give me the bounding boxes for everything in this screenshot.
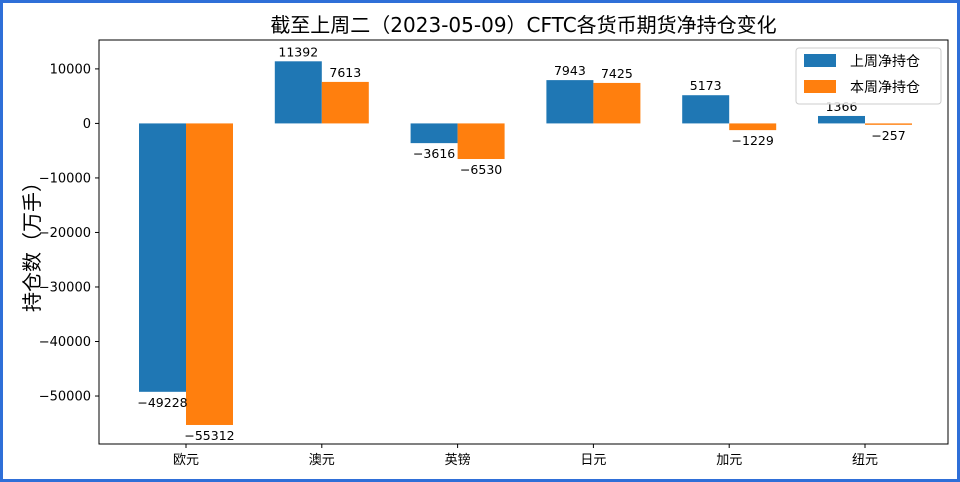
legend-swatch — [804, 80, 836, 93]
data-label-this-week-3: 7425 — [601, 66, 633, 81]
bar-last-week-0 — [139, 123, 186, 392]
data-label-this-week-0: −55312 — [184, 428, 234, 443]
bar-last-week-1 — [274, 61, 322, 124]
bar-this-week-0 — [186, 123, 233, 425]
plot-frame — [98, 39, 949, 445]
data-label-this-week-5: −257 — [871, 128, 905, 143]
x-tick-label: 日元 — [580, 453, 606, 468]
y-tick-label: 10000 — [50, 62, 91, 77]
x-tick-label: 欧元 — [173, 453, 199, 468]
bar-this-week-3 — [593, 82, 641, 124]
legend-label: 本周净持仓 — [850, 80, 920, 96]
data-label-this-week-4: −1229 — [732, 133, 774, 148]
chart-title: 截至上周二（2023-05-09）CFTC各货币期货净持仓变化 — [270, 13, 776, 37]
data-label-this-week-2: −6530 — [460, 162, 502, 177]
y-tick-label: −20000 — [39, 226, 91, 241]
bar-last-week-3 — [546, 80, 594, 124]
bar-this-week-2 — [457, 123, 505, 160]
x-tick-label: 澳元 — [309, 452, 335, 468]
bar-chart: 截至上周二（2023-05-09）CFTC各货币期货净持仓变化 持仓数（万手） … — [20, 13, 949, 468]
y-axis-label: 持仓数（万手） — [20, 172, 44, 312]
legend-label: 上周净持仓 — [850, 54, 920, 70]
bar-this-week-5 — [865, 123, 912, 125]
data-label-last-week-4: 5173 — [690, 78, 722, 93]
bar-last-week-4 — [682, 95, 730, 124]
data-label-last-week-0: −49228 — [137, 395, 187, 410]
bar-last-week-2 — [410, 123, 458, 144]
x-tick-label: 英镑 — [445, 452, 471, 468]
legend-swatch — [804, 54, 836, 67]
data-label-last-week-2: −3616 — [413, 146, 455, 161]
y-tick-label: −30000 — [39, 280, 91, 295]
y-tick-label: −50000 — [39, 390, 91, 405]
bar-this-week-4 — [729, 123, 777, 131]
bar-last-week-5 — [818, 115, 865, 124]
x-tick-label: 加元 — [716, 453, 742, 468]
bar-this-week-1 — [321, 81, 369, 124]
data-label-last-week-3: 7943 — [554, 63, 586, 78]
data-label-this-week-1: 7613 — [329, 65, 361, 80]
plot-area: −4922811392−3616794351731366−553127613−6… — [39, 39, 949, 468]
data-label-last-week-1: 11392 — [278, 44, 318, 59]
y-tick-label: 0 — [83, 117, 91, 132]
y-tick-label: −10000 — [39, 171, 91, 186]
y-tick-label: −40000 — [39, 335, 91, 350]
x-tick-label: 纽元 — [852, 453, 878, 468]
